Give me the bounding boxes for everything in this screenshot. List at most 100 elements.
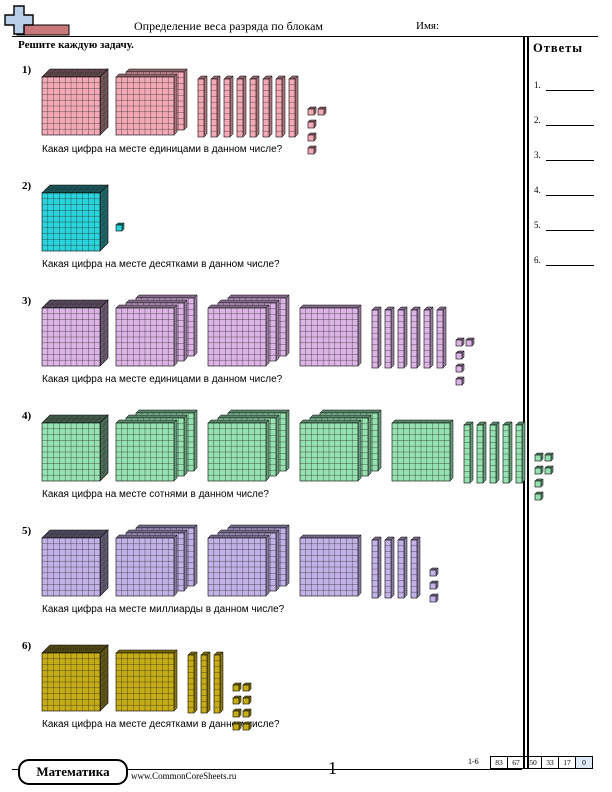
one-unit [115, 222, 125, 232]
ten-rod [275, 75, 286, 138]
ten-rod [476, 421, 487, 484]
problem-number: 5) [22, 525, 32, 537]
one-unit [232, 721, 242, 731]
one-unit [544, 465, 554, 475]
problem-range: 1-6 [468, 757, 479, 766]
one-unit [429, 580, 439, 590]
ten-rod [489, 421, 500, 484]
base-ten-blocks [41, 68, 554, 731]
problem-question: Какая цифра на месте миллиарды в данном … [42, 604, 285, 615]
thousand-cube [41, 644, 109, 712]
ten-rod [502, 421, 513, 484]
ten-rod [187, 651, 198, 714]
answer-line[interactable]: 6. [534, 255, 594, 267]
answer-line[interactable]: 5. [534, 220, 594, 232]
one-unit [455, 363, 465, 373]
footer-divider [12, 769, 522, 770]
one-unit [307, 106, 317, 116]
ten-rod [463, 421, 474, 484]
ten-rod [223, 75, 234, 138]
ten-rod [397, 306, 408, 369]
ten-rod [262, 75, 273, 138]
ten-rod [423, 306, 434, 369]
instructions: Решите каждую задачу. [18, 39, 134, 51]
logo [4, 5, 70, 36]
hundred-flat [207, 304, 270, 367]
thousand-cube [41, 184, 109, 252]
subject-badge: Математика [18, 759, 128, 785]
hundred-flat [299, 304, 362, 367]
one-unit [455, 337, 465, 347]
one-unit [534, 491, 544, 501]
page-title: Определение веса разряда по блокам [134, 19, 323, 33]
hundred-flat [207, 534, 270, 597]
problem-question: Какая цифра на месте десятками в данном … [42, 259, 280, 270]
ten-rod [410, 536, 421, 599]
ten-rod [436, 306, 447, 369]
one-unit [307, 119, 317, 129]
ten-rod [249, 75, 260, 138]
ten-rod [210, 75, 221, 138]
problem-number: 1) [22, 64, 32, 76]
score-table: 83 67 50 33 17 0 [490, 756, 593, 769]
problem-question: Какая цифра на месте единицами в данном … [42, 374, 283, 385]
hundred-flat [391, 419, 454, 482]
hundred-flat [299, 419, 362, 482]
header-divider [12, 36, 598, 37]
score-cell: 0 [575, 756, 593, 769]
one-unit [232, 682, 242, 692]
one-unit [534, 478, 544, 488]
one-unit [242, 682, 252, 692]
one-unit [429, 567, 439, 577]
hundred-flat [299, 534, 362, 597]
answer-line[interactable]: 2. [534, 115, 594, 127]
score-cell: 17 [558, 756, 576, 769]
ten-rod [371, 306, 382, 369]
site-url: www.CommonCoreSheets.ru [131, 771, 237, 781]
one-unit [242, 721, 252, 731]
hundred-flat [115, 534, 178, 597]
problem-number: 2) [22, 180, 32, 192]
hundred-flat [207, 419, 270, 482]
one-unit [307, 132, 317, 142]
score-cell: 50 [524, 756, 542, 769]
one-unit [534, 452, 544, 462]
hundred-flat [115, 649, 178, 712]
one-unit [534, 465, 544, 475]
answer-line[interactable]: 3. [534, 150, 594, 162]
thousand-cube [41, 414, 109, 482]
ten-rod [236, 75, 247, 138]
thousand-cube [41, 68, 109, 136]
answer-line[interactable]: 1. [534, 80, 594, 92]
one-unit [242, 708, 252, 718]
ten-rod [515, 421, 526, 484]
hundred-flat [115, 419, 178, 482]
ten-rod [288, 75, 299, 138]
one-unit [232, 708, 242, 718]
thousand-cube [41, 529, 109, 597]
problem-question: Какая цифра на месте единицами в данном … [42, 144, 283, 155]
one-unit [465, 337, 475, 347]
problem-question: Какая цифра на месте десятками в данном … [42, 719, 280, 730]
ten-rod [371, 536, 382, 599]
problem-question: Какая цифра на месте сотнями в данном чи… [42, 489, 269, 500]
one-unit [232, 695, 242, 705]
answer-line[interactable]: 4. [534, 185, 594, 197]
name-label: Имя: [416, 20, 440, 32]
one-unit [242, 695, 252, 705]
one-unit [307, 145, 317, 155]
ten-rod [384, 306, 395, 369]
one-unit [455, 350, 465, 360]
column-divider-left [523, 36, 525, 769]
hundred-flat [115, 304, 178, 367]
page-number: 1 [328, 758, 337, 778]
hundred-flat [115, 73, 178, 136]
one-unit [455, 376, 465, 386]
ten-rod [197, 75, 208, 138]
ten-rod [200, 651, 211, 714]
problem-number: 3) [22, 295, 32, 307]
column-divider-right [527, 36, 529, 769]
answers-title: Ответы [533, 41, 584, 55]
ten-rod [213, 651, 224, 714]
ten-rod [397, 536, 408, 599]
